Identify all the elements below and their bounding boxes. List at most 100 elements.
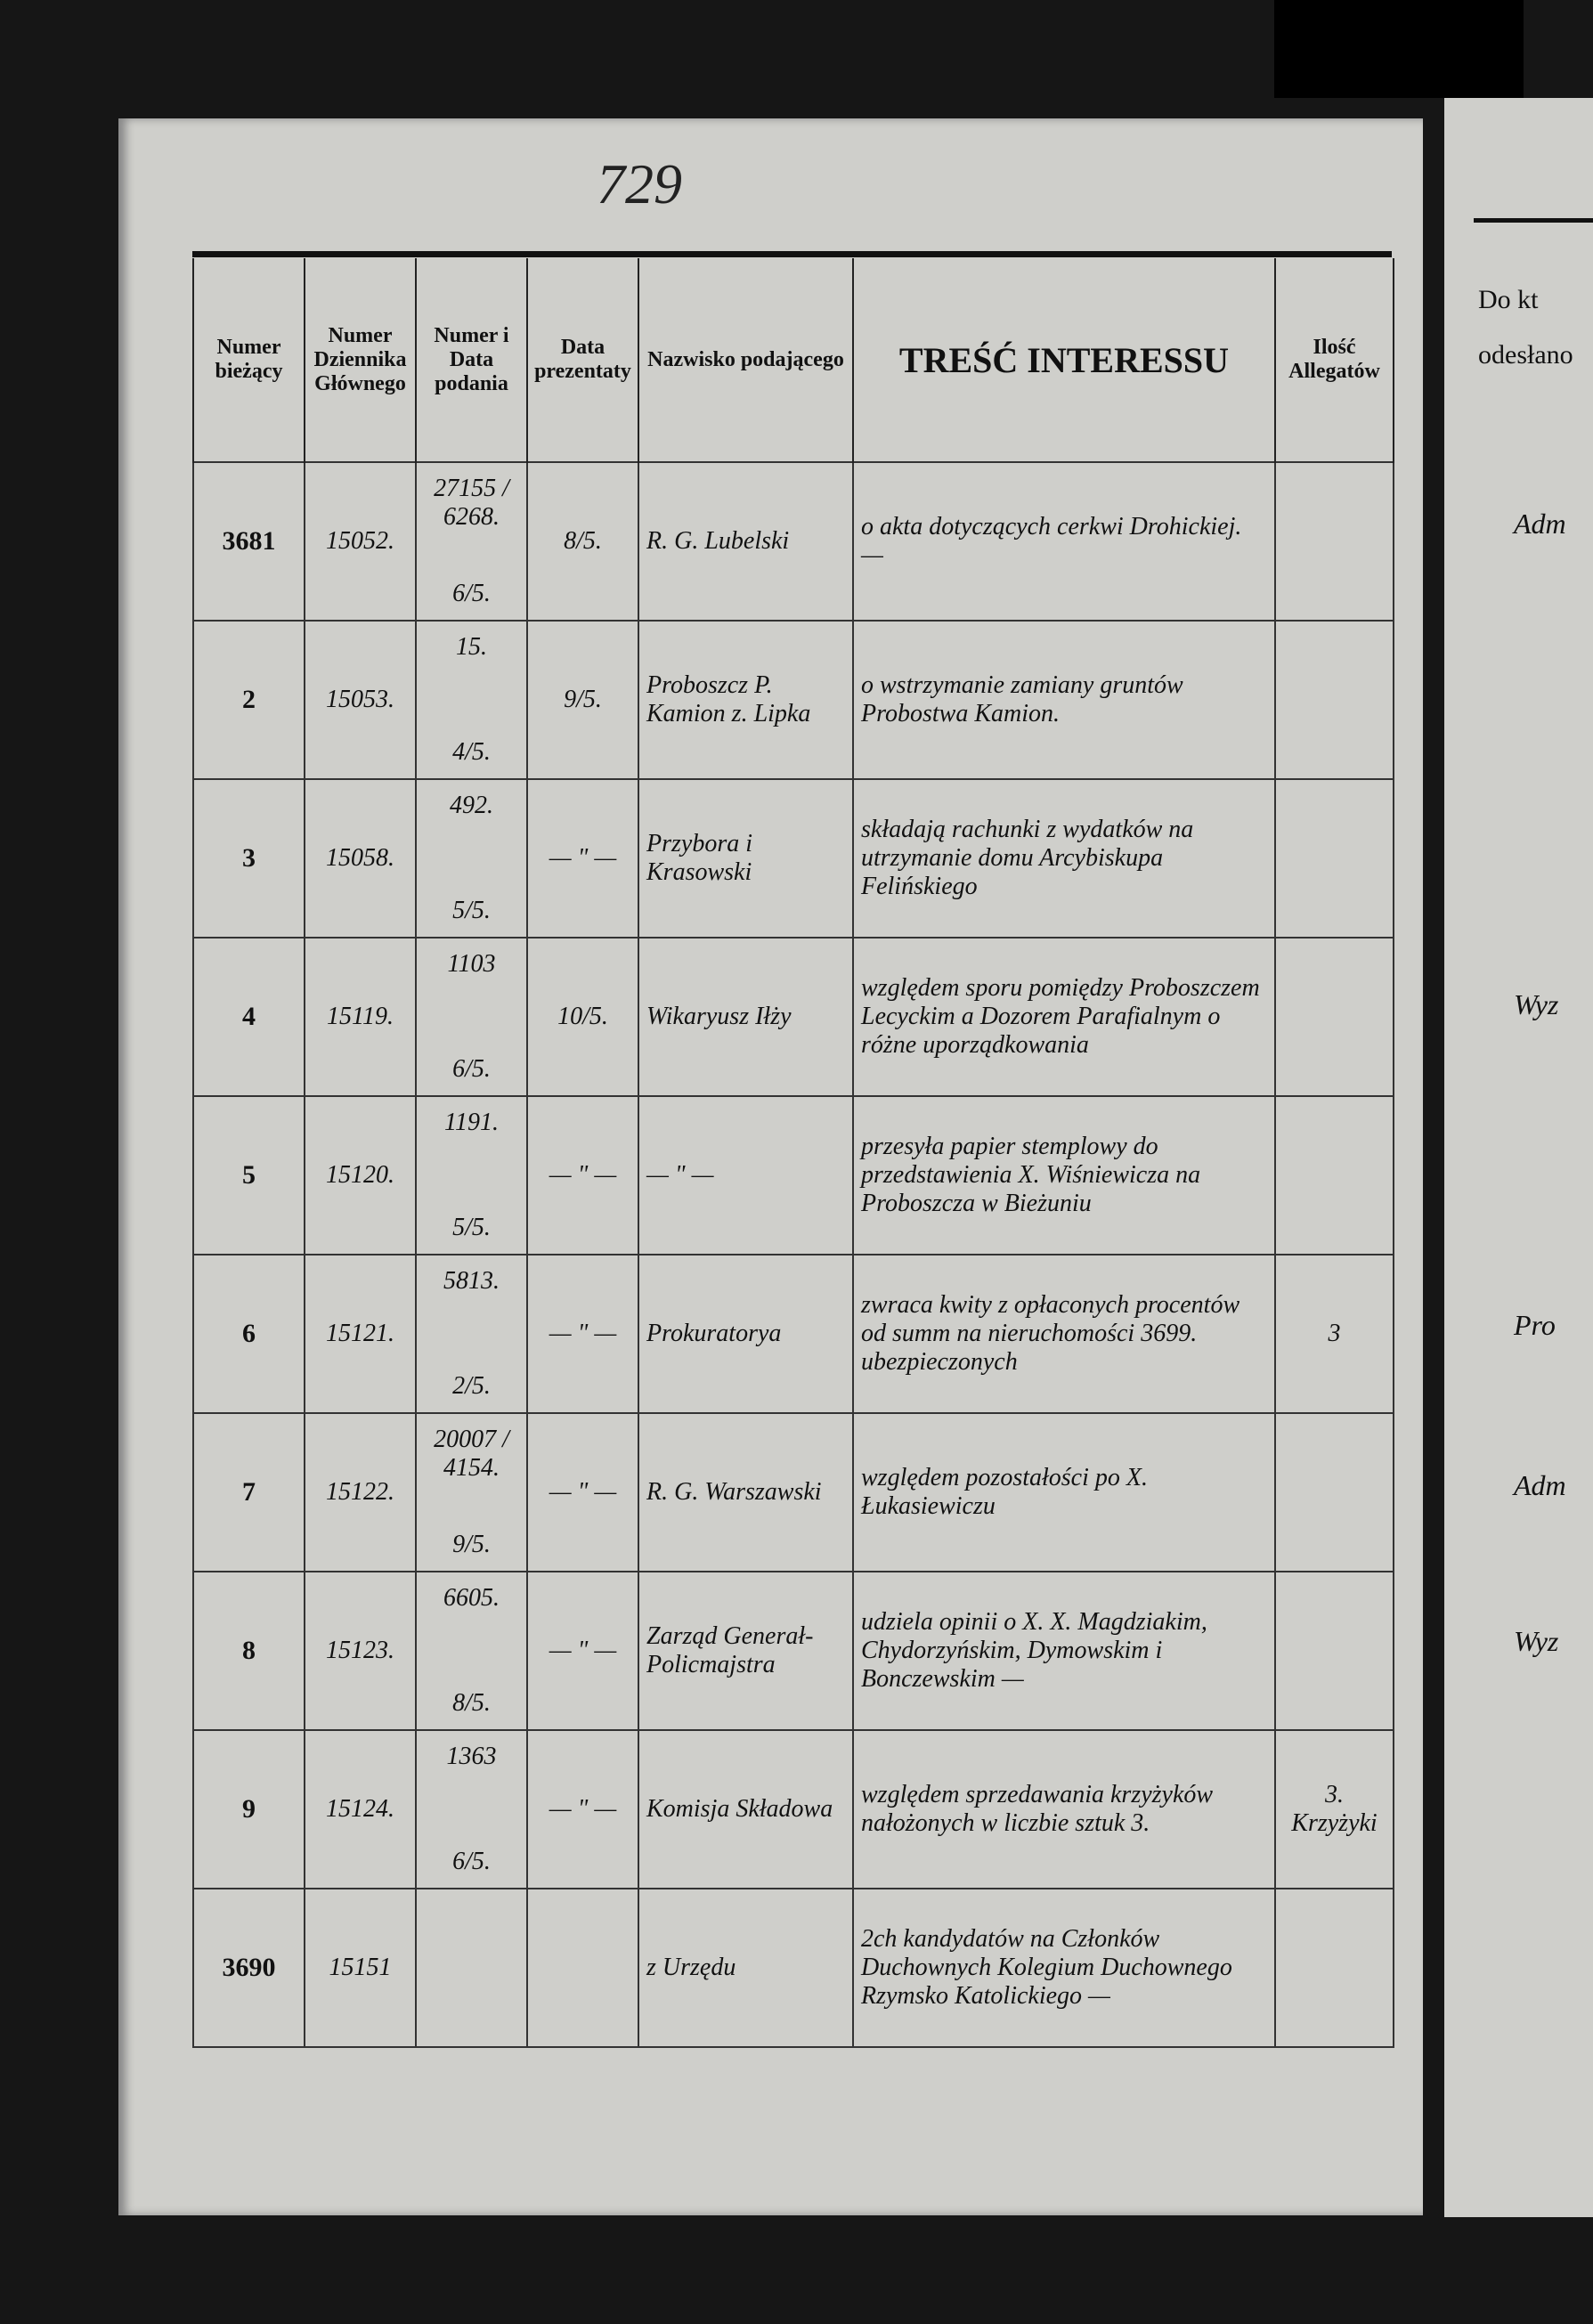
entry-number: 2 <box>192 620 305 780</box>
attachments <box>1274 778 1394 939</box>
submission-stack: 1191. 5/5. <box>424 1109 519 1242</box>
submission-cell: 1363 6/5. <box>415 1729 528 1889</box>
submission-cell: 15. 4/5. <box>415 620 528 780</box>
presentation-date: 9/5. <box>526 620 639 780</box>
submission-number: 1363 <box>446 1743 497 1770</box>
attachments <box>1274 461 1394 622</box>
submission-cell: 5813. 2/5. <box>415 1254 528 1414</box>
submitter: Zarząd Generał-Policmajstra <box>638 1571 854 1731</box>
journal-number: 15120. <box>304 1095 417 1255</box>
submission-cell <box>415 1888 528 2048</box>
page-number: 729 <box>597 152 682 215</box>
journal-number: 15058. <box>304 778 417 939</box>
content: względem pozostałości po X. Łukasiewiczu <box>852 1412 1276 1572</box>
right-entry: Wyz <box>1514 1625 1559 1657</box>
submission-date: 6/5. <box>452 1848 491 1875</box>
journal-number: 15052. <box>304 461 417 622</box>
submitter: Proboszcz P. Kamion z. Lipka <box>638 620 854 780</box>
presentation-date: — " — <box>526 1412 639 1572</box>
presentation-date: 8/5. <box>526 461 639 622</box>
entry-number: 6 <box>192 1254 305 1414</box>
submitter: Komisja Składowa <box>638 1729 854 1889</box>
submission-date: 2/5. <box>452 1372 491 1400</box>
presentation-date: — " — <box>526 1095 639 1255</box>
submission-stack: 27155 / 6268. 6/5. <box>424 475 519 608</box>
submission-stack: 492. 5/5. <box>424 792 519 925</box>
attachments <box>1274 1571 1394 1731</box>
entry-number: 3 <box>192 778 305 939</box>
journal-number: 15119. <box>304 937 417 1097</box>
journal-number: 15121. <box>304 1254 417 1414</box>
content: względem sporu pomiędzy Proboszczem Lecy… <box>852 937 1276 1097</box>
submission-number: 20007 / 4154. <box>434 1426 509 1482</box>
register-row: 8 15123. 6605. 8/5. — " — Zarząd Generał-Poli… <box>192 1571 1394 1731</box>
right-entry: Pro <box>1514 1309 1556 1341</box>
column-header: TREŚĆ INTERESSU <box>852 258 1276 462</box>
attachments <box>1274 620 1394 780</box>
content: zwraca kwity z opłaconych procentów od s… <box>852 1254 1276 1414</box>
presentation-date: — " — <box>526 778 639 939</box>
entry-number: 3681 <box>192 461 305 622</box>
register-row: 4 15119. 1103 6/5. 10/5. Wikaryusz Iłży względ… <box>192 937 1394 1097</box>
attachments <box>1274 1888 1394 2048</box>
submission-number: 6605. <box>443 1584 500 1612</box>
submission-date: 5/5. <box>452 1214 491 1241</box>
content: względem sprzedawania krzyżyków nałożony… <box>852 1729 1276 1889</box>
register-row: 3 15058. 492. 5/5. — " — Przybora i Krasowski… <box>192 778 1394 939</box>
header-rule <box>192 251 1392 257</box>
submitter: R. G. Lubelski <box>638 461 854 622</box>
presentation-date: — " — <box>526 1729 639 1889</box>
submitter: R. G. Warszawski <box>638 1412 854 1572</box>
column-header: Numer Dziennika Głównego <box>304 258 417 462</box>
column-header: Numer bieżący <box>192 258 305 462</box>
attachments: 3 <box>1274 1254 1394 1414</box>
register-row: 3681 15052. 27155 / 6268. 6/5. 8/5. R. G. Lub… <box>192 461 1394 622</box>
submission-date: 6/5. <box>452 1055 491 1083</box>
attachments <box>1274 1095 1394 1255</box>
content: 2ch kandydatów na Członków Duchownych Ko… <box>852 1888 1276 2048</box>
journal-number: 15122. <box>304 1412 417 1572</box>
submission-date: 8/5. <box>452 1689 491 1717</box>
submission-stack: 15. 4/5. <box>424 633 519 767</box>
register-row: 6 15121. 5813. 2/5. — " — Prokuratorya zwraca … <box>192 1254 1394 1414</box>
submission-date: 4/5. <box>452 738 491 766</box>
attachments <box>1274 937 1394 1097</box>
submission-date: 5/5. <box>452 897 491 924</box>
submission-number: 1191. <box>444 1109 499 1136</box>
register-row: 7 15122. 20007 / 4154. 9/5. — " — R. G. Warsz… <box>192 1412 1394 1572</box>
submission-stack: 1103 6/5. <box>424 950 519 1084</box>
entry-number: 4 <box>192 937 305 1097</box>
content: przesyła papier stemplowy do przedstawie… <box>852 1095 1276 1255</box>
submission-cell: 1103 6/5. <box>415 937 528 1097</box>
entry-number: 3690 <box>192 1888 305 2048</box>
scan-edge <box>1274 0 1524 98</box>
entry-number: 5 <box>192 1095 305 1255</box>
submission-stack <box>424 1901 519 2035</box>
presentation-date: — " — <box>526 1571 639 1731</box>
submission-cell: 20007 / 4154. 9/5. <box>415 1412 528 1572</box>
register-row: 9 15124. 1363 6/5. — " — Komisja Składowa wzgl… <box>192 1729 1394 1889</box>
submission-number: 1103 <box>447 950 496 978</box>
submitter: z Urzędu <box>638 1888 854 2048</box>
presentation-date: 10/5. <box>526 937 639 1097</box>
submitter: Wikaryusz Iłży <box>638 937 854 1097</box>
right-entry: Adm <box>1514 508 1566 540</box>
attachments: 3. Krzyżyki <box>1274 1729 1394 1889</box>
submission-number: 15. <box>456 633 487 661</box>
submission-number: 27155 / 6268. <box>434 475 509 531</box>
column-header: Data prezentaty <box>526 258 639 462</box>
content: o akta dotyczących cerkwi Drohickiej. — <box>852 461 1276 622</box>
submission-stack: 20007 / 4154. 9/5. <box>424 1426 519 1559</box>
journal-number: 15053. <box>304 620 417 780</box>
column-header: Nazwisko podającego <box>638 258 854 462</box>
header-row: Numer bieżący Numer Dziennika Głównego Num… <box>192 258 1394 462</box>
submission-stack: 1363 6/5. <box>424 1743 519 1876</box>
entry-number: 8 <box>192 1571 305 1731</box>
submitter: — " — <box>638 1095 854 1255</box>
right-entry: Adm <box>1514 1469 1566 1501</box>
journal-number: 15123. <box>304 1571 417 1731</box>
register-row: 5 15120. 1191. 5/5. — " — — " — przesyła papie… <box>192 1095 1394 1255</box>
right-entry: Wyz <box>1514 988 1559 1020</box>
content: składają rachunki z wydatków na utrzyman… <box>852 778 1276 939</box>
